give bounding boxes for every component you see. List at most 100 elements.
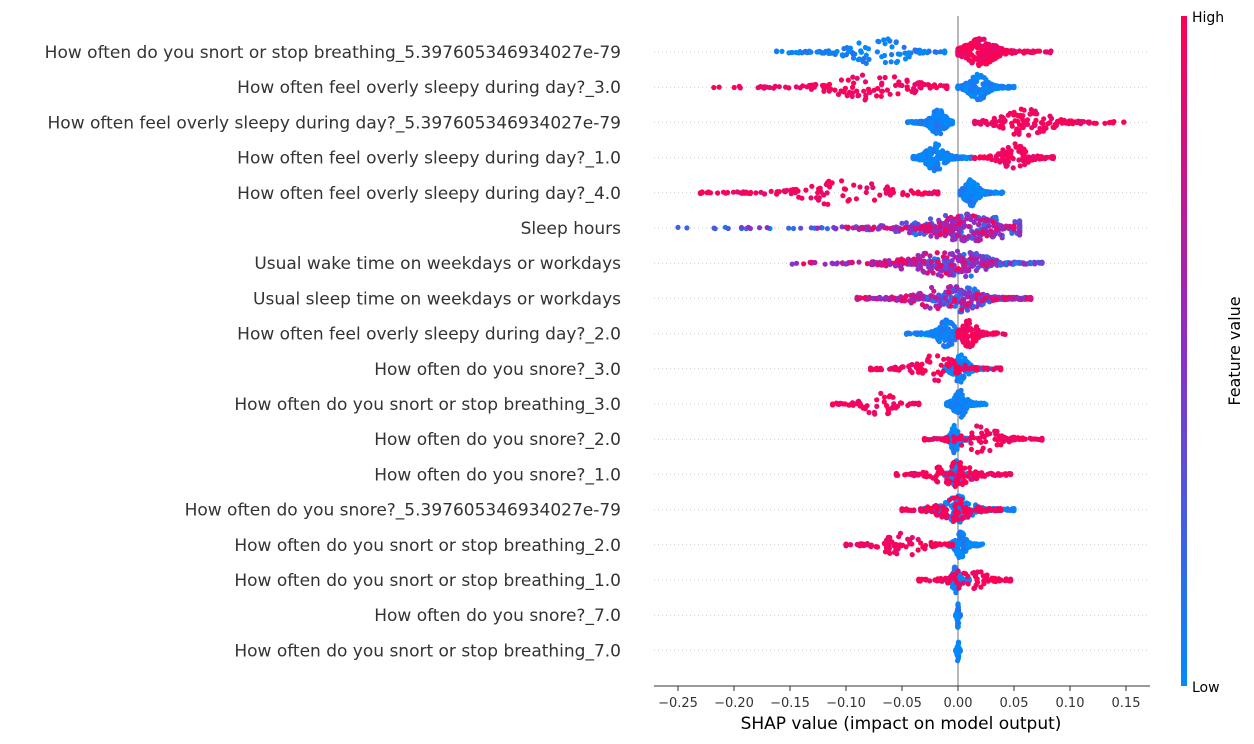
shap-point <box>931 435 937 441</box>
shap-point <box>916 401 922 407</box>
shap-point <box>893 82 899 88</box>
shap-point <box>968 154 974 160</box>
shap-point <box>948 156 954 162</box>
shap-point <box>962 291 968 297</box>
shap-point <box>877 192 883 198</box>
shap-point <box>930 149 936 155</box>
feature-label: How often feel overly sleepy during day?… <box>237 184 621 204</box>
shap-point <box>880 262 886 268</box>
shap-point <box>994 226 1000 232</box>
shap-point <box>981 54 987 60</box>
shap-point <box>978 401 984 407</box>
shap-point <box>938 542 944 548</box>
shap-point <box>896 79 902 85</box>
shap-point <box>946 266 952 272</box>
shap-point <box>856 40 862 46</box>
shap-point <box>944 512 950 518</box>
shap-point <box>910 155 916 161</box>
shap-point <box>916 153 923 159</box>
shap-point <box>858 49 865 55</box>
shap-point <box>994 189 1000 195</box>
shap-point <box>1009 120 1015 126</box>
shap-point <box>878 93 884 99</box>
shap-point <box>952 503 958 509</box>
shap-point <box>861 55 867 62</box>
shap-point <box>958 387 964 393</box>
shap-point <box>1041 116 1047 122</box>
shap-point <box>824 180 831 186</box>
shap-point <box>1026 154 1032 160</box>
shap-point <box>774 49 780 55</box>
shap-point <box>838 77 845 83</box>
shap-point <box>1059 120 1065 126</box>
shap-point <box>959 481 966 487</box>
shap-point <box>963 437 969 443</box>
shap-point <box>768 188 774 194</box>
feature-label: Usual wake time on weekdays or workdays <box>254 254 621 274</box>
shap-point <box>908 257 914 264</box>
shap-point <box>944 402 950 408</box>
shap-point <box>1021 107 1027 113</box>
shap-point <box>933 122 939 128</box>
shap-point <box>1016 127 1022 133</box>
shap-point <box>984 331 991 337</box>
shap-point <box>876 366 882 372</box>
shap-point <box>979 154 985 160</box>
shap-point <box>927 123 934 129</box>
shap-point <box>884 184 890 190</box>
shap-point <box>951 450 957 456</box>
shap-point <box>965 300 972 306</box>
shap-point <box>978 424 984 430</box>
shap-point <box>992 506 998 512</box>
shap-point <box>887 261 893 267</box>
shap-point <box>966 371 972 377</box>
shap-point <box>904 192 911 198</box>
shap-point <box>966 223 972 230</box>
shap-point <box>874 93 880 99</box>
shap-point <box>991 366 997 372</box>
shap-point <box>756 225 763 231</box>
shap-point <box>983 365 990 371</box>
shap-point <box>959 530 966 536</box>
shap-point <box>878 390 884 396</box>
shap-point <box>909 534 915 541</box>
shap-point <box>926 48 932 54</box>
shap-point <box>998 190 1005 197</box>
shap-point <box>911 85 917 91</box>
shap-point <box>957 191 963 197</box>
shap-point <box>720 189 727 195</box>
shap-point <box>946 497 953 503</box>
shap-point <box>911 507 917 513</box>
shap-point <box>954 475 960 481</box>
shap-point <box>922 226 928 232</box>
shap-point <box>846 197 852 203</box>
shap-point <box>936 331 942 337</box>
shap-point <box>933 141 939 147</box>
shap-point <box>833 226 839 232</box>
shap-points <box>675 36 1127 664</box>
shap-point <box>966 320 972 326</box>
shap-point <box>711 84 717 91</box>
shap-point <box>973 367 980 373</box>
shap-point <box>934 250 940 256</box>
shap-point <box>955 329 961 335</box>
shap-point <box>793 84 799 90</box>
shap-point <box>988 470 995 476</box>
shap-point <box>1004 48 1010 54</box>
shap-point <box>797 85 803 91</box>
shap-point <box>871 409 878 415</box>
shap-point <box>1005 437 1011 443</box>
shap-point <box>874 403 880 409</box>
shap-point <box>881 37 887 43</box>
shap-point <box>946 289 952 295</box>
shap-point <box>993 119 999 125</box>
shap-point <box>1008 148 1014 154</box>
shap-point <box>937 232 943 238</box>
shap-point <box>926 264 932 270</box>
shap-point <box>975 119 981 125</box>
shap-point <box>1076 119 1082 125</box>
shap-point <box>816 195 822 201</box>
shap-point <box>952 298 958 304</box>
shap-point <box>808 195 814 201</box>
feature-label: Sleep hours <box>521 219 622 239</box>
